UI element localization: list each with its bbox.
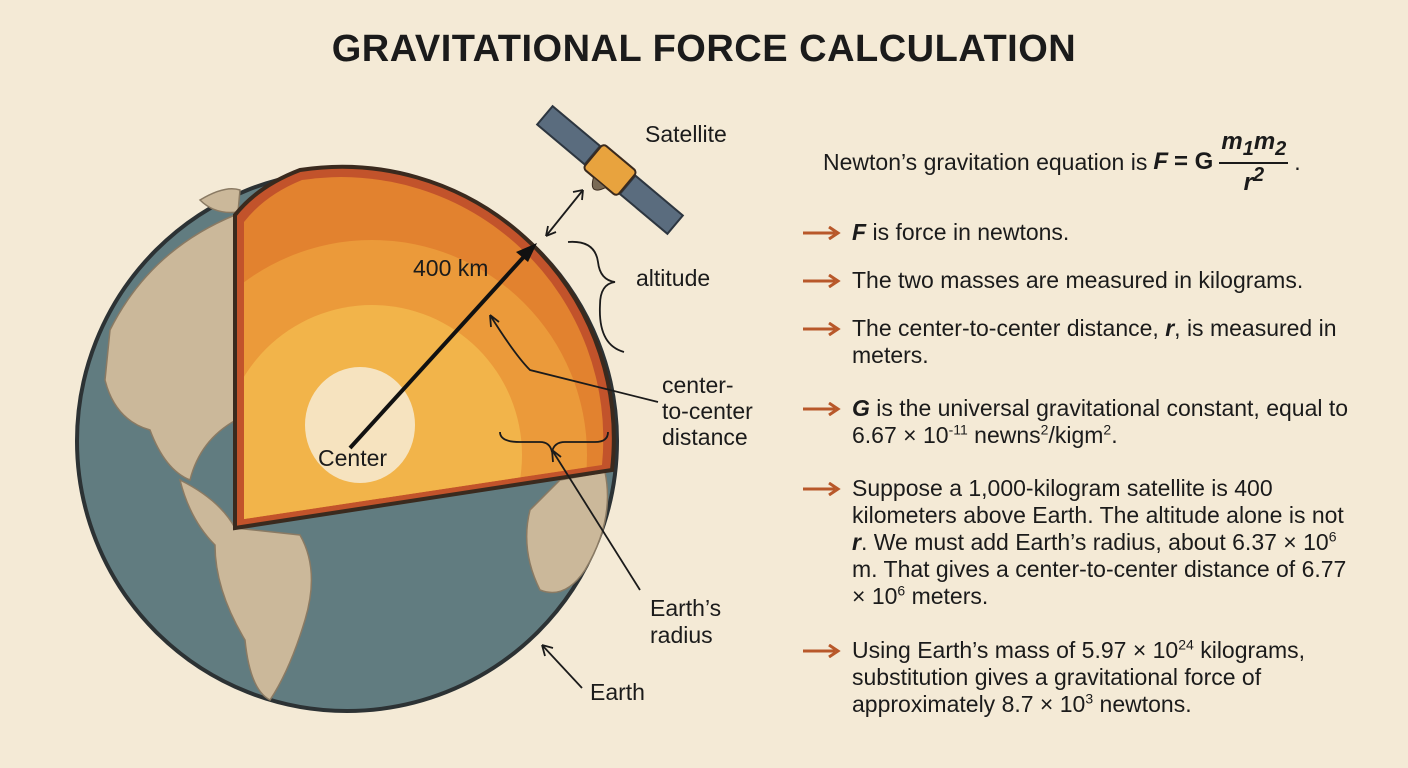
b-sup: -11 (948, 421, 968, 438)
equation-equals: = G (1174, 148, 1214, 176)
b-text: is force in newtons. (866, 219, 1070, 245)
b-text: Using Earth’s mass of 5.97 × 10 (852, 637, 1179, 663)
bullet: The center-to-center distance, r, is mea… (852, 315, 1357, 369)
eq-sub: 1 (1242, 137, 1254, 160)
altitude-value: 400 km (413, 255, 488, 281)
eq-m: m (1253, 128, 1276, 155)
b-text: . We must add Earth’s radius, about 6.37… (860, 529, 1329, 555)
eq-sup: 2 (1252, 163, 1265, 186)
b-text: /kigm (1048, 422, 1104, 448)
b-sup: 6 (1328, 528, 1337, 545)
center-label: Center (318, 445, 387, 471)
b-text: is the universal gravitational constant,… (852, 395, 1349, 448)
satellite-label: Satellite (645, 121, 727, 147)
b-sup: 24 (1178, 636, 1194, 653)
earth-label: Earth (590, 679, 645, 705)
equation-fraction: m1m2 r2 (1219, 128, 1289, 197)
bullet: Using Earth’s mass of 5.97 × 1024 kilogr… (852, 637, 1357, 718)
bullet: The two masses are measured in kilograms… (852, 267, 1357, 294)
radius-arrowhead (516, 243, 537, 262)
b-text: The center-to-center distance, (852, 315, 1166, 341)
b-text: newtons. (1093, 691, 1192, 717)
equation-intro: Newton’s gravitation equation is (823, 148, 1148, 175)
continents (104, 188, 609, 701)
b-text: . (1111, 422, 1118, 448)
bullet-arrow (803, 322, 841, 336)
equation-end: . (1294, 148, 1301, 175)
b-sup: 6 (897, 582, 906, 599)
bullet-arrow (803, 402, 841, 416)
radius-arrow (348, 248, 532, 450)
bullet-arrow (803, 226, 841, 240)
b-text: Suppose a 1,000-kilogram satellite is 40… (852, 475, 1344, 528)
eq-m: m (1221, 128, 1243, 155)
center-distance-label: distance (662, 424, 748, 450)
bullet-arrow (803, 644, 841, 658)
satellite-icon (535, 104, 685, 236)
b-text: m. That gives a center-to-center distanc… (852, 556, 1347, 609)
b-text: G (852, 395, 870, 421)
b-text: r (1165, 315, 1175, 341)
altitude-label: altitude (636, 265, 710, 291)
bullet-arrow (803, 274, 841, 288)
b-text: F (852, 219, 867, 245)
bullet: G is the universal gravitational constan… (852, 395, 1357, 449)
b-text: The two masses are measured in kilograms… (852, 267, 1304, 293)
b-text: meters. (905, 583, 989, 609)
earth-radius-label: radius (650, 622, 713, 648)
b-sup: 2 (1040, 421, 1049, 438)
b-sup: 3 (1085, 690, 1094, 707)
b-text: newns (967, 422, 1041, 448)
b-text: r (852, 529, 861, 555)
b-sup: 2 (1103, 421, 1112, 438)
earth-diagram: Satellite 400 km altitude center- to-cen… (75, 104, 753, 713)
equation-lhs: F (1153, 148, 1168, 176)
earth-radius-label: Earth’s (650, 595, 721, 621)
equation: Newton’s gravitation equation is F = G m… (823, 128, 1301, 197)
cutaway-layers (244, 177, 604, 519)
title: GRAVITATIONAL FORCE CALCULATION (331, 28, 1077, 70)
bullet: F is force in newtons. (852, 219, 1357, 246)
bullet-arrow (803, 482, 841, 496)
eq-r: r (1243, 168, 1253, 196)
annotation-lines (489, 189, 659, 689)
center-distance-label: center- (662, 372, 734, 398)
eq-sub: 2 (1275, 137, 1287, 160)
b-text: , is measured in meters. (852, 315, 1337, 368)
b-text: kilograms, substitution gives a gravitat… (852, 637, 1306, 717)
center-distance-label: to-center (662, 398, 753, 424)
bullet: Suppose a 1,000-kilogram satellite is 40… (852, 475, 1357, 610)
